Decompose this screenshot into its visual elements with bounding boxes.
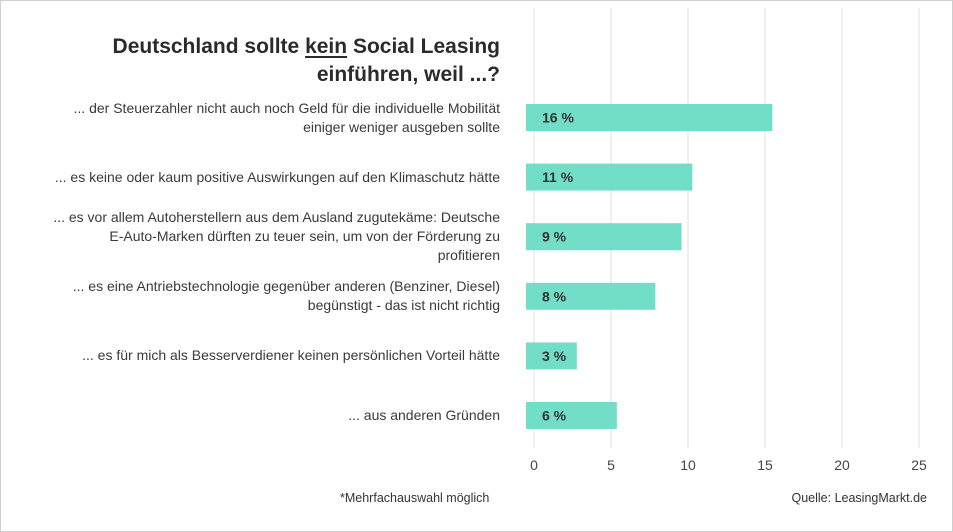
category-label-line: ... es für mich als Besserverdiener kein… — [82, 347, 500, 364]
category-label-line: ... es keine oder kaum positive Auswirku… — [54, 168, 500, 185]
category-label-line: begünstigt - das ist nicht richtig — [307, 297, 500, 314]
x-tick-label: 15 — [757, 457, 773, 473]
data-label: 8 % — [542, 288, 567, 304]
x-tick-label: 10 — [680, 457, 696, 473]
category-label-line: ... es vor allem Autoherstellern aus dem… — [53, 209, 500, 226]
category-label-line: ... es eine Antriebstechnologie gegenübe… — [72, 278, 500, 295]
title-prefix: Deutschland sollte — [112, 35, 306, 58]
category-label: ... es vor allem Autoherstellern aus dem… — [20, 208, 500, 265]
data-label: 11 % — [542, 169, 574, 185]
bar — [526, 282, 656, 310]
category-label-line: profitieren — [437, 247, 500, 264]
bar — [526, 223, 682, 251]
title-suffix: Social Leasing — [347, 35, 500, 58]
chart-title: Deutschland sollte kein Social Leasing e… — [20, 33, 500, 89]
bar — [526, 342, 577, 370]
x-tick-label: 25 — [911, 457, 927, 473]
category-label: ... es keine oder kaum positive Auswirku… — [20, 168, 500, 187]
category-label: ... es eine Antriebstechnologie gegenübe… — [20, 277, 500, 315]
footnote: *Mehrfachauswahl möglich — [340, 491, 490, 505]
data-label: 6 % — [542, 408, 567, 424]
x-tick-label: 5 — [607, 457, 615, 473]
title-line2: einführen, weil ...? — [316, 63, 500, 86]
bar — [526, 104, 773, 131]
x-tick-label: 0 — [530, 457, 538, 473]
category-label-line: ... aus anderen Gründen — [348, 407, 500, 423]
data-label: 3 % — [542, 348, 567, 364]
category-label-line: ... der Steuerzahler nicht auch noch Gel… — [73, 99, 500, 116]
category-label: ... der Steuerzahler nicht auch noch Gel… — [20, 99, 500, 137]
x-tick-label: 20 — [834, 457, 850, 473]
source-note: Quelle: LeasingMarkt.de — [791, 491, 928, 505]
data-label: 9 % — [542, 229, 567, 245]
category-label-line: E-Auto-Marken dürften zu teuer sein, um … — [109, 228, 500, 245]
data-label: 16 % — [542, 110, 574, 126]
category-label-line: einiger weniger ausgeben sollte — [303, 118, 500, 135]
title-emphasis: kein — [305, 35, 348, 58]
bar — [526, 163, 693, 191]
category-label: ... es für mich als Besserverdiener kein… — [20, 346, 500, 365]
category-label: ... aus anderen Gründen — [20, 406, 500, 425]
bar — [526, 402, 617, 429]
